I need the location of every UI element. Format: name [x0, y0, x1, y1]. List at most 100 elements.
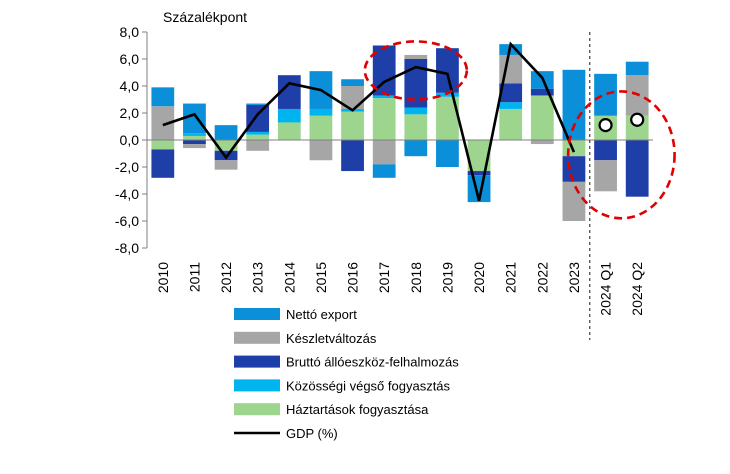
gdp-line: [162, 41, 576, 202]
bar-segment: [183, 144, 206, 149]
x-tick-label: 2024 Q1: [598, 262, 614, 316]
bar-segment: [372, 98, 396, 140]
bar-segment: [372, 45, 396, 96]
x-tick-label: 2022: [534, 262, 550, 293]
bar-segment: [625, 140, 649, 197]
bar-segment: [309, 115, 333, 140]
bar-segment: [436, 92, 459, 97]
bar-segment: [183, 133, 206, 136]
bar-segment: [151, 140, 175, 150]
bar-segment: [341, 79, 364, 86]
x-tick-label: 2024 Q2: [629, 262, 645, 316]
highlight-ellipse: [363, 40, 469, 101]
legend: Nettó export Készletváltozás Bruttó állóes…: [234, 307, 459, 441]
bar-segment: [309, 108, 333, 116]
bar-segment: [499, 108, 523, 140]
bar-segment: [277, 122, 301, 140]
y-tick-label: 4,0: [120, 78, 140, 94]
bar-segment: [183, 103, 206, 134]
bar-segment: [467, 140, 491, 172]
bar-segment: [246, 140, 270, 151]
bar-segment: [214, 125, 238, 140]
legend-label: Bruttó állóeszköz-felhalmozás: [286, 355, 459, 370]
bar-segment: [309, 140, 333, 161]
bar-segment: [562, 181, 586, 221]
bar-segment: [625, 61, 649, 76]
bar-segment: [151, 149, 175, 178]
x-tick-label: 2018: [408, 262, 424, 293]
legend-label: Közösségi végső fogyasztás: [286, 378, 451, 393]
bar-segment: [246, 104, 270, 132]
x-tick-label: 2019: [439, 262, 455, 293]
bar-segment: [404, 114, 428, 140]
legend-swatch: [234, 331, 280, 344]
bar-segment: [341, 140, 364, 172]
x-tick-label: 2015: [313, 262, 329, 293]
y-tick-label: -6,0: [115, 213, 139, 229]
highlight-ellipse: [566, 90, 676, 220]
legend-swatch: [234, 355, 280, 368]
bar-segment: [372, 95, 396, 99]
bar-segment: [404, 107, 428, 115]
bar-segment: [183, 140, 206, 145]
bar-segment: [530, 140, 554, 145]
y-tick-label: 6,0: [120, 51, 140, 67]
x-tick-label: 2017: [376, 262, 392, 293]
bar-segment: [467, 171, 491, 176]
y-tick-label: 0,0: [120, 132, 140, 148]
bar-segment: [594, 160, 617, 192]
bar-segment: [372, 164, 396, 178]
bar-segment: [246, 131, 270, 135]
bar-segment: [530, 95, 554, 140]
bar-segment: [246, 134, 270, 140]
axes-layer: 8,0 6,0 4,0 2,0 0,0 -2,0 -4,0 -6,0 -8,0 2010 2011 2…: [115, 24, 653, 340]
bar-segment: [277, 108, 301, 123]
bar-segment: [151, 106, 175, 140]
legend-label: Háztartások fogyasztása: [286, 402, 429, 417]
x-tick-label: 2023: [566, 262, 582, 293]
bars-layer: [151, 44, 649, 221]
bar-segment: [372, 140, 396, 165]
y-tick-label: -4,0: [115, 186, 139, 202]
bar-segment: [562, 156, 586, 182]
legend-label: Nettó export: [286, 307, 357, 322]
legend-swatch: [234, 379, 280, 392]
y-tick-label: 8,0: [120, 24, 140, 40]
bar-segment: [214, 140, 238, 151]
bar-segment: [562, 69, 586, 140]
x-tick-label: 2013: [250, 262, 266, 293]
gdp-marker: [630, 112, 645, 127]
unit-label: Százalékpont: [163, 9, 247, 25]
legend-label: Készletváltozás: [286, 331, 377, 346]
y-tick-label: -8,0: [115, 240, 139, 256]
bar-segment: [341, 86, 364, 109]
annotations-layer: [363, 40, 676, 220]
lines-layer: [162, 41, 645, 202]
bar-segment: [594, 73, 617, 116]
bar-segment: [594, 140, 617, 161]
legend-label: GDP (%): [286, 426, 338, 441]
bar-segment: [246, 103, 270, 105]
bar-segment: [183, 135, 206, 140]
bar-segment: [436, 140, 459, 167]
x-tick-label: 2014: [281, 262, 297, 293]
bar-segment: [214, 160, 238, 170]
bar-segment: [436, 96, 459, 140]
x-tick-label: 2020: [471, 262, 487, 293]
bar-segment: [530, 88, 554, 96]
x-tick-label: 2021: [503, 262, 519, 293]
bar-segment: [404, 54, 428, 59]
bar-segment: [404, 140, 428, 157]
bar-segment: [341, 111, 364, 140]
legend-swatch: [234, 308, 280, 320]
x-tick-label: 2010: [155, 262, 171, 293]
bar-segment: [436, 48, 459, 93]
y-tick-label: -2,0: [115, 159, 139, 175]
x-tick-label: 2011: [186, 262, 202, 292]
gdp-marker: [598, 118, 613, 133]
x-tick-label: 2012: [218, 262, 234, 293]
legend-swatch: [234, 403, 280, 416]
bar-segment: [499, 83, 523, 103]
bar-segment: [562, 140, 586, 157]
